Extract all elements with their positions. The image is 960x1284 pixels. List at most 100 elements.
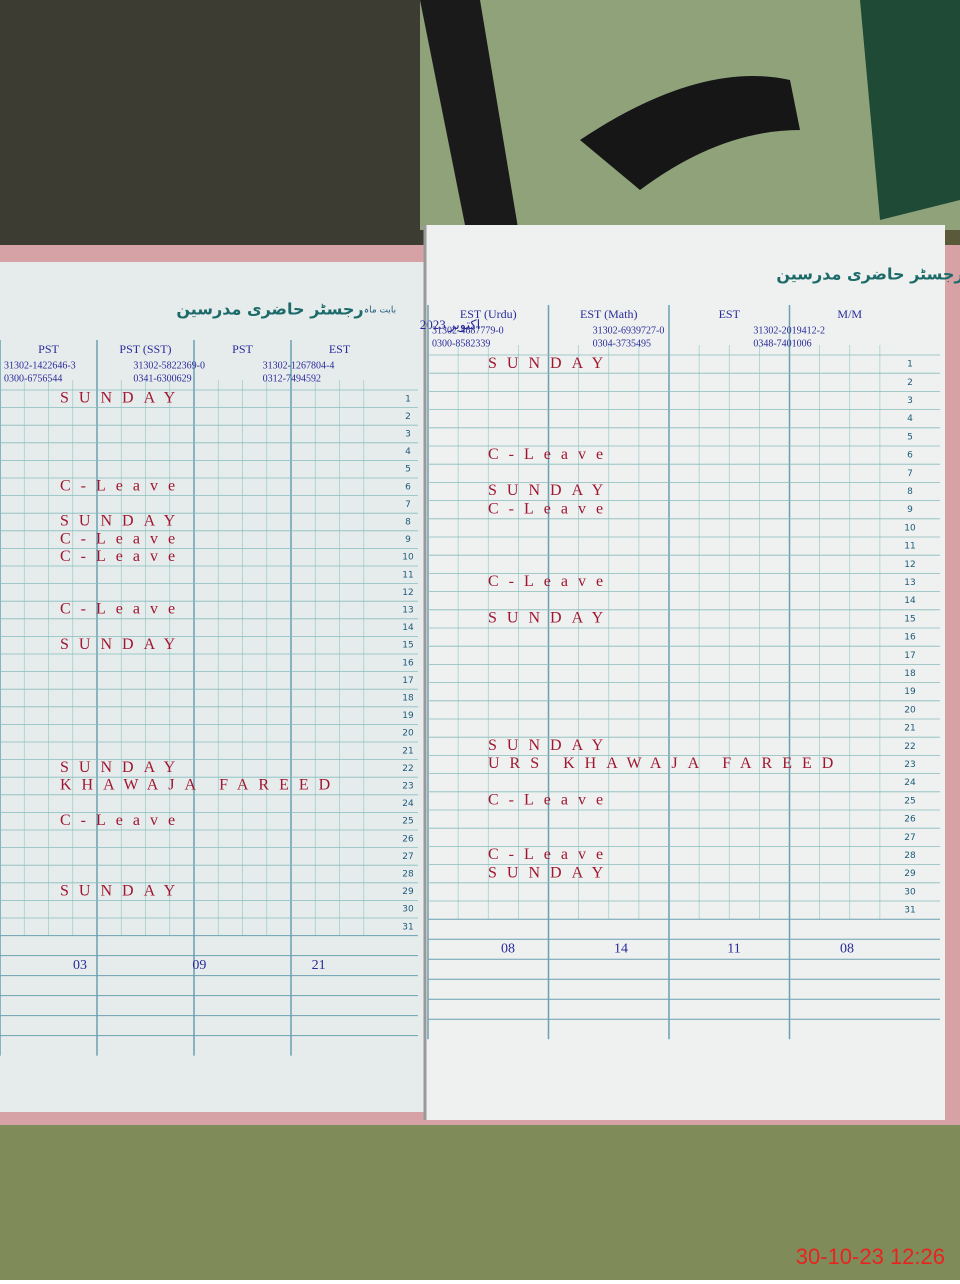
attendance-note: C-Leave bbox=[60, 548, 185, 565]
row-number: 2 bbox=[405, 412, 411, 422]
row-number: 28 bbox=[904, 851, 916, 861]
row-number: 4 bbox=[405, 447, 411, 457]
attendance-note: URS KHAWAJA FAREED bbox=[488, 755, 843, 772]
row-number: 20 bbox=[904, 705, 916, 715]
register-title: رجسٹر حاضری مدرسین bbox=[176, 300, 363, 319]
row-number: 24 bbox=[402, 799, 414, 809]
teacher-post: M/M bbox=[837, 307, 862, 321]
row-number: 11 bbox=[402, 570, 413, 580]
row-number: 24 bbox=[904, 778, 916, 788]
attendance-note: C-Leave bbox=[60, 477, 185, 494]
attendance-note: C-Leave bbox=[488, 846, 613, 863]
row-number: 8 bbox=[907, 487, 913, 497]
attendance-note: C-Leave bbox=[488, 573, 613, 590]
row-number: 19 bbox=[402, 711, 414, 721]
row-number: 13 bbox=[402, 606, 413, 616]
attendance-note: SUNDAY bbox=[488, 610, 613, 627]
monthly-total: 14 bbox=[614, 941, 628, 956]
row-number: 5 bbox=[405, 465, 411, 475]
row-number: 6 bbox=[907, 451, 913, 461]
row-number: 10 bbox=[904, 523, 916, 533]
row-number: 26 bbox=[904, 815, 916, 825]
row-number: 25 bbox=[402, 817, 413, 827]
attendance-note: SUNDAY bbox=[60, 882, 185, 899]
row-number: 12 bbox=[904, 560, 915, 570]
teacher-post: EST bbox=[329, 342, 351, 356]
phone-number: 0348-7401006 bbox=[753, 338, 811, 349]
green-bag bbox=[860, 0, 960, 220]
row-number: 27 bbox=[904, 833, 915, 843]
left-page bbox=[0, 262, 425, 1112]
row-number: 29 bbox=[904, 869, 916, 879]
row-number: 13 bbox=[904, 578, 915, 588]
phone-number: 31302-2019412-2 bbox=[753, 325, 825, 336]
attendance-note: KHAWAJA FAREED bbox=[60, 777, 340, 794]
attendance-note: SUNDAY bbox=[488, 737, 613, 754]
attendance-note: C-Leave bbox=[488, 500, 613, 517]
row-number: 10 bbox=[402, 553, 414, 563]
row-number: 14 bbox=[402, 623, 414, 633]
row-number: 15 bbox=[904, 614, 915, 624]
month: اکتوبر 2023 bbox=[420, 317, 480, 333]
register-title: رجسٹر حاضری مدرسین bbox=[776, 265, 960, 284]
attendance-note: SUNDAY bbox=[488, 355, 613, 372]
row-number: 18 bbox=[402, 694, 414, 704]
attendance-note: C-Leave bbox=[60, 812, 185, 829]
green-cloth bbox=[0, 1110, 960, 1280]
row-number: 1 bbox=[907, 360, 913, 370]
row-number: 17 bbox=[402, 676, 413, 686]
row-number: 30 bbox=[402, 905, 414, 915]
row-number: 2 bbox=[907, 378, 913, 388]
teacher-post: PST (SST) bbox=[119, 342, 171, 356]
row-number: 21 bbox=[402, 746, 413, 756]
row-number: 23 bbox=[402, 782, 413, 792]
row-number: 5 bbox=[907, 432, 913, 442]
attendance-note: SUNDAY bbox=[488, 864, 613, 881]
row-number: 12 bbox=[402, 588, 413, 598]
phone-number: 31302-6939727-0 bbox=[593, 325, 665, 336]
teacher-post: PST bbox=[38, 342, 59, 356]
phone-number: 0300-8582339 bbox=[432, 338, 490, 349]
row-number: 31 bbox=[402, 922, 413, 932]
row-number: 22 bbox=[904, 742, 915, 752]
row-number: 7 bbox=[405, 500, 411, 510]
monthly-total: 09 bbox=[192, 958, 206, 973]
timestamp: 30-10-23 12:26 bbox=[796, 1244, 945, 1269]
phone-number: 31302-1267804-4 bbox=[263, 360, 335, 371]
attendance-note: C-Leave bbox=[60, 530, 185, 547]
row-number: 26 bbox=[402, 834, 414, 844]
bag-strap bbox=[580, 76, 800, 190]
phone-number: 0304-3735495 bbox=[593, 338, 651, 349]
row-number: 19 bbox=[904, 687, 916, 697]
row-number: 23 bbox=[904, 760, 915, 770]
row-number: 8 bbox=[405, 518, 411, 528]
row-number: 31 bbox=[904, 906, 915, 916]
teacher-post: EST (Urdu) bbox=[460, 307, 517, 321]
dark-cloth bbox=[0, 0, 480, 260]
monthly-total: 03 bbox=[73, 958, 87, 973]
phone-number: 31302-1422646-3 bbox=[4, 360, 76, 371]
row-number: 21 bbox=[904, 724, 915, 734]
attendance-note: C-Leave bbox=[488, 446, 613, 463]
row-number: 25 bbox=[904, 796, 915, 806]
attendance-note: SUNDAY bbox=[60, 759, 185, 776]
left-sheet: رجسٹر حاضری مدرسین بابت ماہ اکتوبر 2023 PST… bbox=[0, 300, 480, 1056]
row-number: 11 bbox=[904, 542, 915, 552]
month-label: بابت ماہ bbox=[364, 306, 396, 316]
monthly-total: 21 bbox=[312, 958, 326, 973]
phone-number: 0300-6756544 bbox=[4, 373, 62, 384]
monthly-total: 08 bbox=[840, 941, 854, 956]
row-number: 27 bbox=[402, 852, 413, 862]
row-number: 3 bbox=[907, 396, 913, 406]
right-page bbox=[425, 225, 945, 1120]
row-number: 1 bbox=[405, 394, 411, 404]
row-number: 4 bbox=[907, 414, 913, 424]
row-number: 17 bbox=[904, 651, 915, 661]
attendance-note: C-Leave bbox=[488, 792, 613, 809]
phone-number: 31302-4687779-0 bbox=[432, 325, 504, 336]
row-number: 15 bbox=[402, 641, 413, 651]
row-number: 22 bbox=[402, 764, 413, 774]
